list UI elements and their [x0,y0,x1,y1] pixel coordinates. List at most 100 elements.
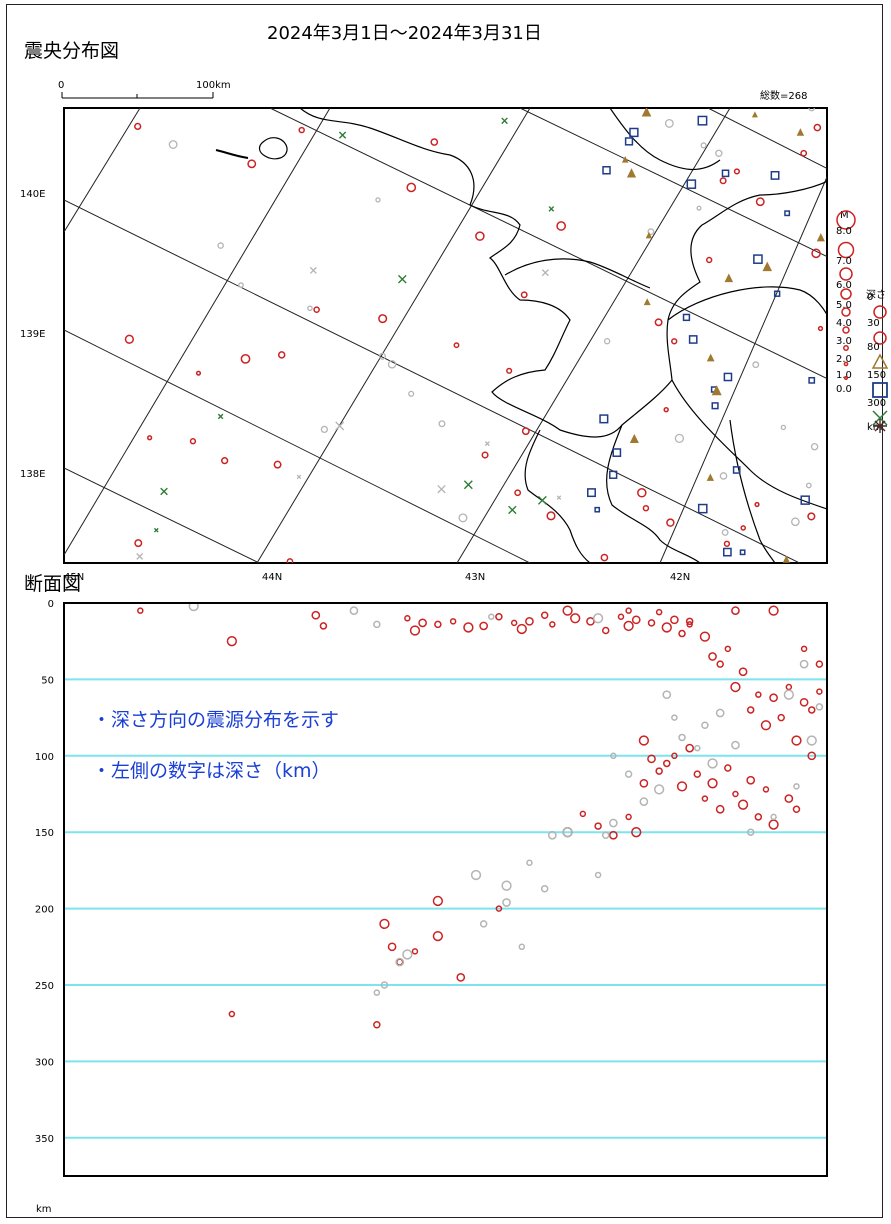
epicenter-marker-shallow [813,123,822,132]
hypocenter-point [661,622,672,633]
epicenter-marker-deep [800,495,810,505]
legend-magnitude-symbol [837,241,855,259]
legend-magnitude-symbol [841,307,851,317]
hypocenter-point [319,622,328,630]
hypocenter-point-grey [540,884,549,893]
cross-section-depth-ticks: 0 50 100 150 200 250 300 350 [35,599,54,1145]
lon-label-42n: 42N [670,572,690,583]
hypocenter-point [226,636,238,647]
epicenter-marker-shallow [520,291,528,299]
hypocenter-point [510,619,518,627]
figure-frame [6,4,883,1218]
lat-label-139e: 139E [20,329,45,340]
hypocenter-point [647,619,656,627]
epicenter-marker-grey [320,425,328,434]
hypocenter-point [625,607,632,614]
epicenter-marker-shallow [521,427,530,436]
hypocenter-point [409,625,421,636]
hypocenter-point [746,775,756,785]
epicenter-marker-shallow [506,367,513,374]
epicenter-marker-grey-cross [484,441,490,447]
legend-depth-label: km [867,422,883,433]
hypocenter-point [228,1010,236,1018]
depth-tick-label: 250 [35,981,54,992]
hypocenter-point [815,660,824,668]
hypocenter-point-grey [610,752,617,760]
epicenter-marker-shallow [755,197,765,207]
legend-magnitude-label: 4.0 [836,318,852,329]
hypocenter-point [647,754,656,764]
epicenter-marker-deep [770,170,780,180]
hypocenter-point [791,735,802,746]
hypocenter-point-grey [624,770,633,778]
hypocenter-point [609,830,618,840]
epicenter-marker-intermediate [645,231,653,239]
epicenter-marker-shallow [146,435,153,441]
legend-depth-asterisk [873,419,887,433]
epicenter-marker-grey [647,228,655,236]
hypocenter-point [799,697,809,707]
hypocenter-point [495,905,503,912]
hypocenter-point-grey [731,740,740,750]
epicenter-marker-grey [238,282,244,288]
legend-magnitude-label: 6.0 [836,280,852,291]
epicenter-marker-grey-cross [541,269,549,277]
epicenter-marker-very-deep [548,206,555,212]
hypocenter-point-grey [783,689,794,700]
epicenter-marker-deep [773,290,781,297]
epicenter-marker-intermediate [641,108,652,117]
epicenter-marker-shallow [475,231,485,241]
legend-magnitude-symbol [844,376,848,380]
depth-unit-label: km [36,1204,52,1215]
epicenter-marker-deep [784,210,791,217]
legend: M 8.0 7.0 6.0 5.0 4.0 3.0 2.0 1.0 0.0 深さ 0 30 80 15… [836,210,889,433]
epicenter-marker-intermediate [706,473,715,481]
epicenter-marker-deep [739,549,746,556]
map-graticule [64,108,827,563]
hypocenter-point-grey [470,869,482,881]
epicenter-marker-grey [810,442,819,451]
epicenter-marker-deep [711,402,719,410]
hypocenter-point [463,622,474,633]
legend-magnitude-label: 2.0 [836,354,852,365]
epicenter-marker-shallow [546,511,556,521]
hypocenter-point-grey [518,943,526,951]
epicenter-marker-deep [686,179,697,189]
legend-depth-triangle [871,353,889,369]
hypocenter-point [816,688,823,695]
hypocenter-point [699,631,711,642]
epicenter-marker-grey [408,390,415,397]
legend-magnitude-label: 3.0 [836,336,852,347]
epicenter-marker-shallow [453,342,460,349]
hypocenter-point [373,1020,381,1029]
epicenter-marker-shallow [642,504,650,512]
epicenter-marker-grey [458,513,468,523]
hypocenter-point [730,681,741,693]
hypocenter-point [754,813,763,821]
scale-bar-end-label: 100km [196,80,231,91]
hypocenter-point [676,781,688,792]
depth-tick-label: 0 [48,599,54,610]
epicenter-marker-grey [664,118,674,128]
hypocenter-point [404,615,411,622]
hypocenter-point [432,895,444,907]
epicenter-marker-deep [587,488,596,498]
hypocenter-point-grey [701,721,709,729]
epicenter-marker-shallow [298,126,305,134]
legend-depth-label: 150 [867,370,886,381]
cross-section-panel [64,603,827,1176]
legend-depth-circle [873,331,887,345]
legend-magnitude-scale: 8.0 7.0 6.0 5.0 4.0 3.0 2.0 1.0 0.0 [836,210,856,395]
hypocenter-point-grey [707,758,718,769]
epicenter-marker-shallow [671,338,678,345]
epicenter-marker-deep [723,372,733,382]
epicenter-marker-intermediate [629,433,639,444]
hypocenter-point [685,743,695,753]
epicenter-marker-deep [808,376,816,384]
hypocenter-point [724,764,732,772]
hypocenter-point [594,822,602,830]
legend-magnitude-label: 0.0 [836,384,852,395]
hypocenter-point-grey [653,784,665,795]
epicenter-marker-shallow [754,501,760,508]
hypocenter-point-grey [395,957,405,967]
